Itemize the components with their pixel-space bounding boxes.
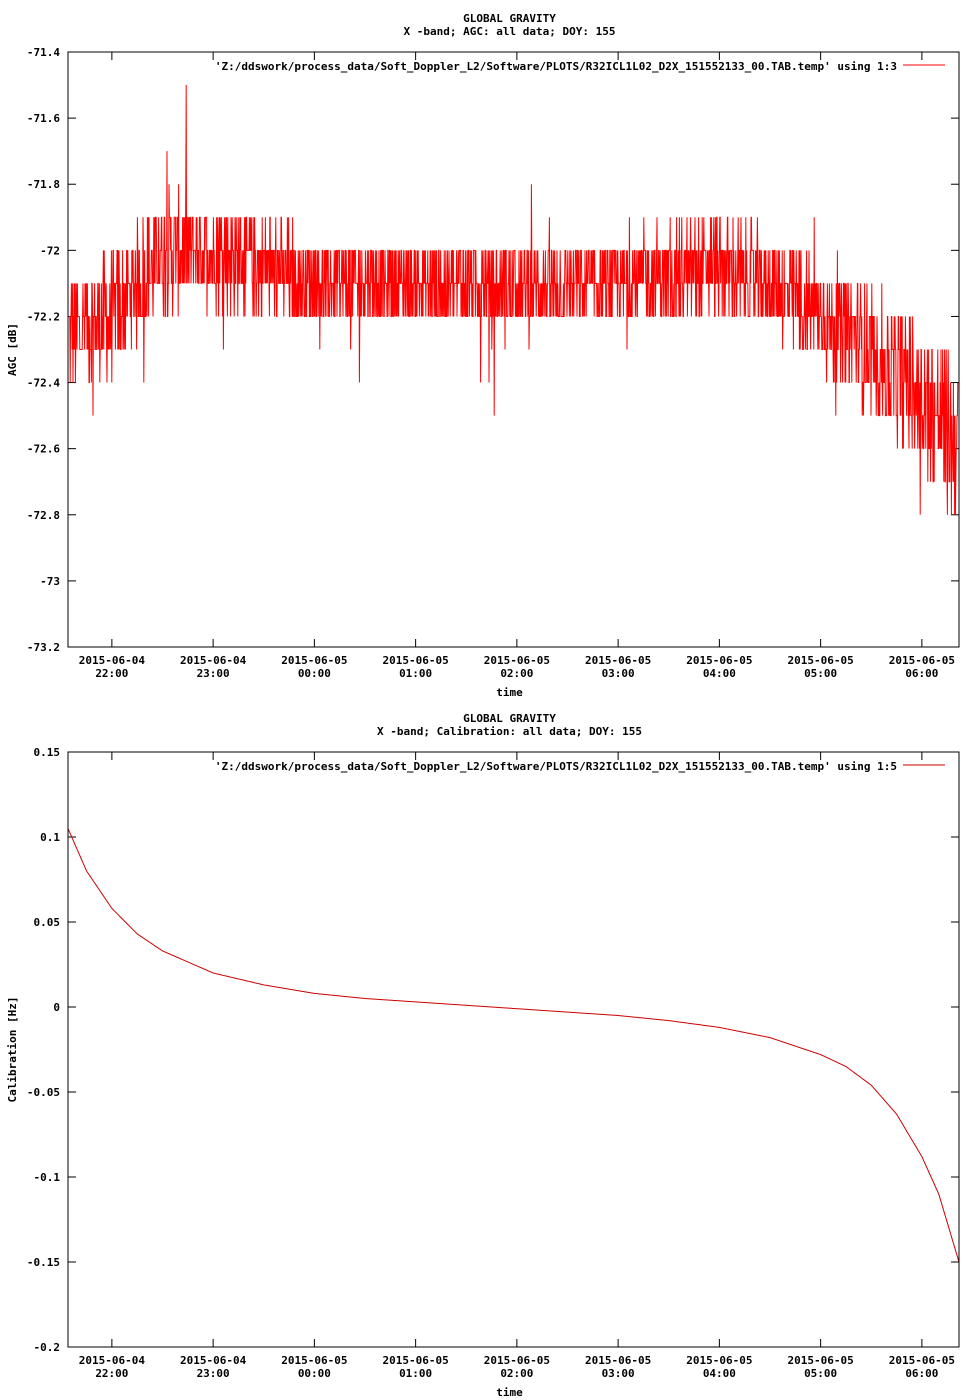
- y-tick-label: 0: [53, 1001, 60, 1014]
- x-tick-date-label: 2015-06-04: [180, 1354, 247, 1367]
- x-tick-date-label: 2015-06-05: [788, 654, 854, 667]
- x-axis-label: time: [496, 1386, 523, 1399]
- series-line: [69, 85, 959, 515]
- y-tick-label: -71.8: [27, 178, 60, 191]
- y-axis-label: AGC [dB]: [6, 323, 19, 376]
- x-tick-time-label: 00:00: [298, 1367, 331, 1380]
- y-tick-label: 0.05: [34, 916, 61, 929]
- x-tick-time-label: 22:00: [95, 1367, 128, 1380]
- y-tick-label: -71.4: [27, 46, 60, 59]
- agc-chart-panel: GLOBAL GRAVITY X -band; AGC: all data; DO…: [6, 12, 960, 699]
- x-tick-date-label: 2015-06-05: [686, 654, 752, 667]
- x-tick-time-label: 06:00: [905, 667, 938, 680]
- x-tick-date-label: 2015-06-04: [180, 654, 247, 667]
- x-tick-date-label: 2015-06-05: [889, 654, 955, 667]
- legend-label: 'Z:/ddswork/process_data/Soft_Doppler_L2…: [215, 760, 897, 773]
- y-tick-label: 0.15: [34, 746, 61, 759]
- x-tick-time-label: 02:00: [500, 1367, 533, 1380]
- x-tick-time-label: 22:00: [95, 667, 128, 680]
- calibration-chart-panel: GLOBAL GRAVITY X -band; Calibration: all …: [0, 700, 980, 1400]
- x-tick-time-label: 01:00: [399, 1367, 432, 1380]
- series-line: [67, 828, 960, 1263]
- chart-subtitle: X -band; Calibration: all data; DOY: 155: [377, 725, 642, 738]
- x-tick-date-label: 2015-06-05: [484, 654, 550, 667]
- y-tick-label: -0.15: [27, 1256, 60, 1269]
- y-tick-label: -0.2: [34, 1341, 61, 1354]
- x-tick-time-label: 23:00: [197, 1367, 230, 1380]
- x-tick-time-label: 01:00: [399, 667, 432, 680]
- y-axis-label: Calibration [Hz]: [6, 997, 19, 1103]
- x-tick-time-label: 05:00: [804, 667, 837, 680]
- x-tick-date-label: 2015-06-05: [281, 1354, 347, 1367]
- x-tick-date-label: 2015-06-05: [281, 654, 347, 667]
- chart-title: GLOBAL GRAVITY: [463, 712, 556, 725]
- x-tick-date-label: 2015-06-05: [383, 654, 449, 667]
- x-tick-date-label: 2015-06-04: [79, 654, 146, 667]
- y-tick-label: 0.1: [40, 831, 60, 844]
- chart-title: GLOBAL GRAVITY: [463, 12, 556, 25]
- x-axis-label: time: [496, 686, 523, 699]
- x-tick-date-label: 2015-06-05: [889, 1354, 955, 1367]
- y-tick-label: -0.05: [27, 1086, 60, 1099]
- y-tick-label: -72.6: [27, 443, 60, 456]
- y-tick-label: -72.8: [27, 509, 60, 522]
- x-tick-time-label: 03:00: [602, 1367, 635, 1380]
- chart-subtitle: X -band; AGC: all data; DOY: 155: [404, 25, 616, 38]
- legend-label: 'Z:/ddswork/process_data/Soft_Doppler_L2…: [215, 60, 897, 73]
- x-tick-date-label: 2015-06-05: [484, 1354, 550, 1367]
- y-tick-label: -72: [40, 244, 60, 257]
- x-tick-time-label: 06:00: [905, 1367, 938, 1380]
- x-tick-time-label: 03:00: [602, 667, 635, 680]
- y-tick-label: -0.1: [34, 1171, 61, 1184]
- x-tick-date-label: 2015-06-04: [79, 1354, 146, 1367]
- x-tick-date-label: 2015-06-05: [383, 1354, 449, 1367]
- y-tick-label: -73: [40, 575, 60, 588]
- x-tick-time-label: 02:00: [500, 667, 533, 680]
- x-tick-time-label: 23:00: [197, 667, 230, 680]
- x-tick-date-label: 2015-06-05: [686, 1354, 752, 1367]
- x-tick-date-label: 2015-06-05: [585, 1354, 651, 1367]
- plot-frame: [67, 751, 960, 1348]
- x-tick-time-label: 05:00: [804, 1367, 837, 1380]
- y-tick-label: -72.2: [27, 310, 60, 323]
- x-tick-time-label: 04:00: [703, 667, 736, 680]
- plot-frame: [67, 51, 960, 648]
- y-tick-label: -71.6: [27, 112, 60, 125]
- x-tick-time-label: 00:00: [298, 667, 331, 680]
- x-tick-date-label: 2015-06-05: [788, 1354, 854, 1367]
- y-tick-label: -72.4: [27, 377, 60, 390]
- x-tick-time-label: 04:00: [703, 1367, 736, 1380]
- y-tick-label: -73.2: [27, 641, 60, 654]
- x-tick-date-label: 2015-06-05: [585, 654, 651, 667]
